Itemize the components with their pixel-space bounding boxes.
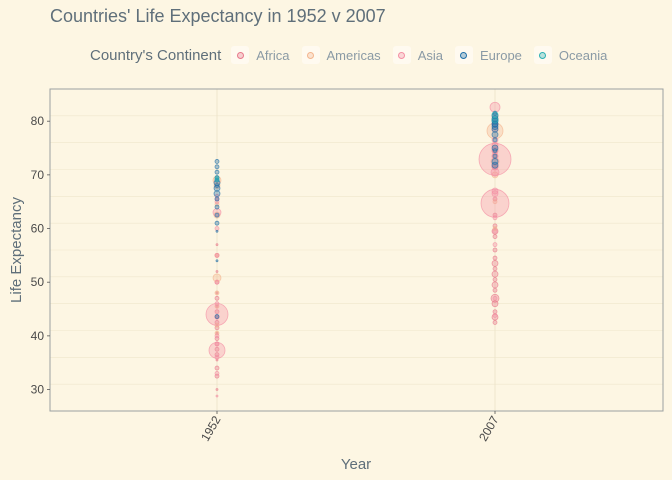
data-point-africa [214, 365, 220, 371]
data-point-europe [214, 314, 220, 319]
y-tick-label: 60 [31, 222, 45, 236]
legend-label: Oceania [558, 47, 608, 63]
data-point-africa [492, 287, 498, 293]
y-tick-label: 30 [31, 383, 45, 397]
data-point-asia [491, 163, 499, 171]
data-point-asia [214, 341, 220, 347]
data-point-europe [215, 259, 219, 263]
data-point-americas [214, 290, 220, 296]
data-point-asia [214, 279, 220, 285]
data-point-americas [212, 273, 222, 283]
data-point-europe [491, 158, 499, 165]
legend-title: Country's Continent [90, 46, 222, 64]
legend-swatch [236, 51, 244, 59]
data-point-africa [491, 281, 499, 289]
legend-item-africa: Africa [231, 46, 290, 64]
y-tick-label: 80 [31, 114, 45, 128]
grid-lines [50, 88, 663, 412]
data-point-africa [215, 291, 219, 295]
data-point-asia [208, 341, 226, 359]
legend-label: Asia [417, 47, 443, 63]
x-tick-label: 1952 [198, 413, 224, 443]
data-points [205, 101, 512, 398]
legend-key [454, 46, 473, 64]
legend-label: Africa [256, 47, 290, 63]
data-point-asia [480, 188, 510, 218]
data-point-europe [214, 220, 220, 226]
legend-label: Americas [326, 47, 381, 63]
y-tick-label: 70 [31, 168, 45, 182]
data-point-africa [215, 243, 219, 247]
data-point-africa [492, 320, 498, 325]
legend-key [231, 46, 250, 64]
data-point-americas [492, 199, 498, 205]
data-point-asia [214, 371, 220, 376]
legend-label: Europe [479, 47, 522, 63]
data-point-africa [214, 346, 220, 352]
x-axis-title: Year [341, 456, 371, 473]
legend-key [533, 46, 552, 64]
data-point-europe [213, 190, 221, 198]
data-point-africa [490, 293, 500, 303]
data-point-africa [492, 234, 498, 239]
data-point-asia [215, 394, 219, 398]
data-point-europe [492, 153, 498, 159]
data-point-asia [492, 228, 498, 234]
data-point-europe [492, 137, 498, 143]
chart-title: Countries' Life Expectancy in 1952 v 200… [50, 6, 386, 26]
data-point-africa [215, 388, 219, 391]
data-point-asia [491, 187, 499, 195]
legend-item-americas: Americas [301, 46, 381, 64]
x-tick-label: 2007 [476, 413, 502, 443]
data-point-europe [214, 169, 220, 175]
data-point-europe [214, 164, 220, 170]
data-point-asia [492, 313, 498, 318]
data-point-asia [489, 101, 501, 113]
data-point-europe [214, 159, 220, 164]
data-point-europe [215, 229, 219, 233]
data-point-africa [214, 295, 220, 301]
data-point-africa [215, 270, 219, 273]
data-point-africa [492, 255, 498, 261]
legend-items: Africa Americas Asia Europe Oceania [231, 46, 619, 64]
legend-key [301, 46, 320, 64]
y-axis-ticks: 30 40 50 60 70 80 [31, 114, 50, 397]
data-point-oceania [214, 175, 220, 181]
chart-legend: Country's Continent Africa Americas Asia Eu… [90, 44, 619, 66]
plot-panel-border [49, 88, 664, 412]
data-point-asia [214, 333, 220, 339]
data-point-europe [214, 204, 220, 210]
data-point-africa [214, 309, 220, 315]
data-point-asia [214, 301, 220, 307]
data-point-africa [492, 266, 498, 272]
data-point-africa [491, 260, 499, 267]
data-point-asia [492, 295, 498, 301]
y-tick-label: 40 [31, 329, 45, 343]
y-axis-title: Life Expectancy [8, 197, 25, 303]
x-axis-ticks: 1952 2007 [198, 411, 502, 444]
legend-swatch [307, 51, 314, 59]
data-point-europe [491, 131, 499, 139]
data-point-africa [491, 270, 499, 278]
data-point-europe [214, 212, 220, 218]
data-point-oceania [491, 116, 499, 124]
legend-swatch [460, 51, 468, 59]
data-point-europe [491, 161, 499, 169]
data-point-africa [492, 277, 498, 282]
legend-key [392, 46, 411, 64]
legend-item-oceania: Oceania [533, 46, 608, 64]
y-tick-label: 50 [31, 275, 45, 289]
data-point-europe [214, 196, 220, 202]
data-point-europe [491, 144, 499, 152]
data-point-asia [492, 242, 498, 248]
legend-item-asia: Asia [392, 46, 443, 64]
legend-item-europe: Europe [454, 46, 522, 64]
data-point-africa [492, 247, 498, 253]
data-point-asia [492, 215, 498, 221]
data-point-oceania [491, 111, 499, 119]
legend-swatch [539, 51, 547, 59]
legend-swatch [398, 51, 406, 59]
data-point-asia [214, 252, 220, 258]
